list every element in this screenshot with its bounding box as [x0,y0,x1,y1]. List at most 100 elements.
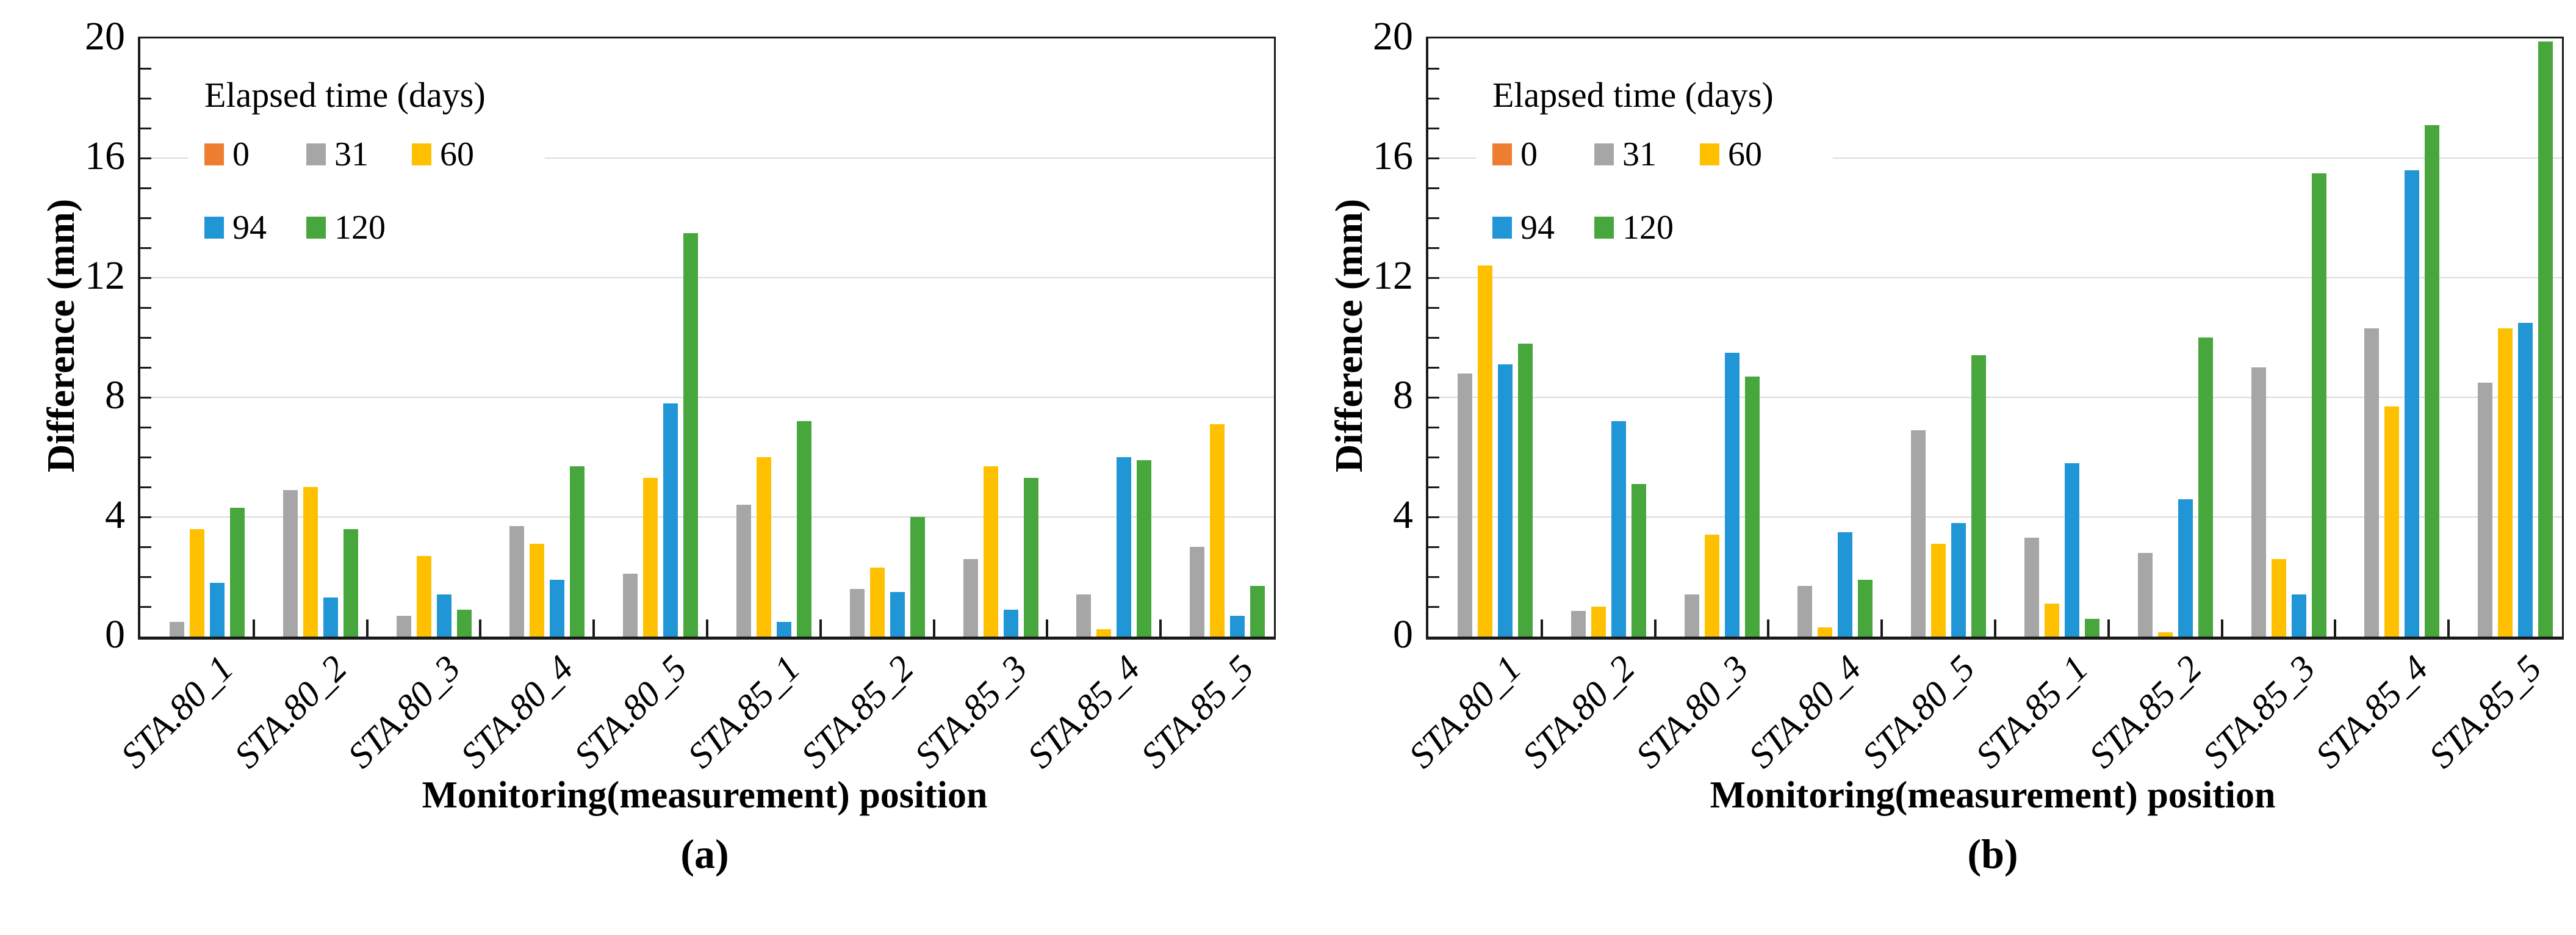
bar-STA.85_5-120 [1250,585,1265,637]
y-minor-tick [1428,576,1439,578]
y-minor-tick [140,606,151,608]
legend-item-60: 60 [412,137,474,171]
legend-item-0: 0 [204,137,250,171]
legend-background [188,62,545,252]
y-minor-tick [140,277,151,279]
legend-item-120: 120 [1594,209,1674,247]
y-tick-label-8: 8 [105,373,125,417]
bar-STA.80_1-120 [229,508,245,637]
y-minor-tick [1428,427,1439,428]
gridline-12 [140,277,1274,278]
bar-STA.80_4-60 [530,544,545,637]
gridline-8 [140,397,1274,398]
y-minor-tick [140,576,151,578]
x-axis-tick [1653,619,1657,637]
bar-STA.80_4-120 [570,466,585,637]
bar-STA.85_1-120 [796,421,811,637]
y-tick-label-12: 12 [1373,253,1413,298]
legend-swatch-60-icon [412,143,431,165]
bar-STA.80_5-94 [1951,522,1966,637]
bar-STA.80_3-94 [1724,352,1740,637]
bar-STA.85_1-31 [736,505,751,637]
bar-STA.80_2-94 [323,597,338,637]
x-axis-tick [1046,619,1049,637]
bar-STA.80_5-60 [643,478,658,637]
legend-title: Elapsed time (days) [1492,75,1774,115]
x-axis-tick [932,619,935,637]
x-axis-tick [365,619,369,637]
bar-STA.80_5-120 [1971,355,1987,637]
y-minor-tick [1428,516,1439,518]
plot-area: Elapsed time (days) 0 31 60 94 120 [1426,37,2564,640]
y-minor-tick [1428,128,1439,129]
bar-STA.85_3-94 [2291,594,2306,637]
x-axis-tick [592,619,595,637]
y-minor-tick [1428,367,1439,369]
y-tick-label-20: 20 [1373,14,1413,59]
bar-STA.80_4-31 [1797,585,1813,637]
y-minor-tick [140,68,151,70]
bar-STA.80_1-31 [1457,373,1472,637]
bar-STA.80_1-60 [1477,265,1492,637]
legend-label-31: 31 [1622,135,1657,173]
x-axis-tick [1767,619,1770,637]
bar-STA.85_1-31 [2024,538,2039,637]
bar-STA.85_3-31 [963,558,978,637]
bar-STA.80_1-94 [1497,364,1513,637]
bar-STA.80_4-94 [550,579,565,637]
bar-STA.80_3-60 [1704,535,1719,637]
gridline-4 [1428,516,2562,518]
bar-STA.85_5-60 [2498,328,2513,637]
bar-STA.85_1-94 [2064,463,2079,637]
bar-STA.80_4-60 [1818,627,1833,637]
bar-STA.80_2-60 [303,487,318,637]
chart-panel-b: Difference (mm) Elapsed time (days) 0 31 60… [1288,0,2576,889]
legend-label-120: 120 [1622,209,1674,247]
legend-label-31: 31 [334,135,369,173]
bar-STA.80_5-120 [683,233,699,637]
legend-swatch-31-icon [1594,143,1614,165]
gridline-16 [1428,157,2562,159]
y-tick-label-0: 0 [105,612,125,657]
x-axis-tick [1540,619,1543,637]
y-minor-tick [1428,68,1439,70]
y-tick-label-4: 4 [1393,493,1413,537]
y-minor-tick [140,397,151,399]
bar-STA.85_3-94 [1003,609,1018,637]
bar-STA.85_3-120 [1023,478,1038,637]
legend-label-0: 0 [1520,135,1538,173]
legend-item-0: 0 [1492,135,1538,173]
bar-STA.80_2-31 [1570,611,1586,637]
bar-STA.80_2-120 [1631,484,1646,637]
bar-STA.85_2-120 [910,517,925,637]
y-minor-tick [1428,546,1439,548]
y-minor-tick [1428,307,1439,309]
bar-STA.85_5-120 [2538,41,2553,637]
bar-STA.85_3-120 [2311,173,2326,637]
chart-panel-a: Difference (mm) Elapsed time (days) 0 31 60… [0,0,1288,889]
plot-area: Elapsed time (days) 0 31 60 94 120 [138,37,1276,640]
y-minor-tick [140,187,151,189]
bar-STA.80_3-120 [1744,376,1760,637]
x-axis-tick [2334,619,2337,637]
y-minor-tick [1428,397,1439,399]
bar-STA.80_5-60 [1931,544,1946,637]
bar-STA.85_5-31 [2478,382,2493,637]
bar-STA.85_4-94 [1117,457,1132,637]
bar-STA.85_2-31 [2137,552,2153,637]
bar-STA.85_2-94 [890,591,905,637]
y-axis-title: Difference (mm) [39,198,82,473]
y-minor-tick [140,98,151,99]
bar-STA.80_5-31 [623,574,638,637]
legend-item-94: 94 [204,211,267,245]
legend-swatch-0-icon [204,143,224,165]
bar-STA.85_4-31 [1076,594,1092,637]
y-tick-label-0: 0 [1393,612,1413,657]
bar-STA.85_5-60 [1210,424,1225,637]
bar-STA.80_1-31 [169,621,184,637]
legend-label-60: 60 [1728,135,1762,173]
y-minor-tick [140,247,151,249]
y-tick-label-20: 20 [85,14,125,59]
legend-swatch-120-icon [1594,217,1614,239]
x-axis-tick [1159,619,1162,637]
